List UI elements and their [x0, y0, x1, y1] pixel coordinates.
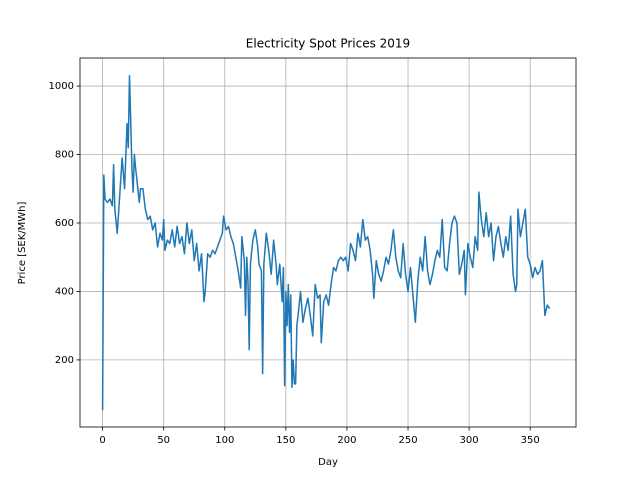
line-series [101, 75, 551, 411]
y-tick-label: 800 [55, 150, 74, 161]
x-axis-label: Day [318, 457, 338, 468]
y-axis-label: Price [SEK/MWh] [17, 201, 28, 284]
y-tick-label: 1000 [49, 81, 74, 92]
x-tick-label: 200 [337, 435, 356, 446]
grid [80, 58, 576, 427]
x-tick-label: 250 [398, 435, 417, 446]
ticks: 0 50 100 150 200 250 300 350 200 400 600 800 1000 [49, 81, 540, 446]
chart-title: Electricity Spot Prices 2019 [246, 37, 410, 51]
plot [101, 75, 551, 411]
y-tick-label: 600 [55, 218, 74, 229]
x-tick-label: 0 [99, 435, 105, 446]
x-tick-label: 350 [521, 435, 540, 446]
x-tick-label: 50 [157, 435, 170, 446]
x-tick-label: 100 [215, 435, 234, 446]
y-tick-label: 400 [55, 286, 74, 297]
y-tick-label: 200 [55, 355, 74, 366]
axes-frame [79, 57, 577, 428]
x-tick-label: 300 [460, 435, 479, 446]
x-tick-label: 150 [276, 435, 295, 446]
